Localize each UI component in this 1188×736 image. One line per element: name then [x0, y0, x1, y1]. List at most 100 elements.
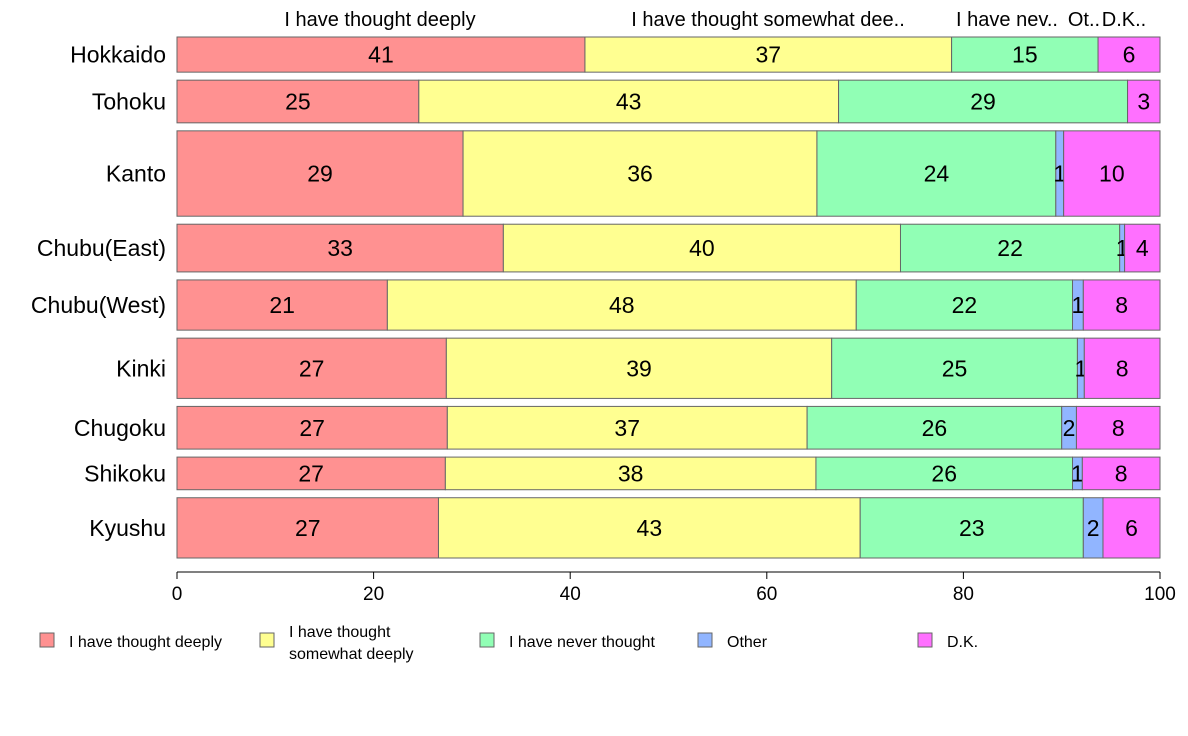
legend-swatch: [259, 632, 275, 648]
bar-data-label: 38: [618, 460, 644, 486]
bar-data-label: 27: [299, 415, 325, 441]
bar-data-label: 43: [637, 515, 663, 541]
legend-swatch: [917, 632, 933, 648]
bar-data-label: 8: [1116, 355, 1129, 381]
bar-data-label: 33: [327, 235, 353, 261]
category-label: Tohoku: [92, 88, 166, 114]
bar-segment: [176, 279, 388, 331]
legend-label: Other: [727, 634, 768, 651]
column-header: D.K..: [1102, 9, 1146, 31]
x-tick-label: 20: [363, 584, 384, 605]
bar-segment: [445, 337, 833, 399]
bar-segment: [838, 79, 1129, 124]
bar-data-label: 10: [1099, 161, 1125, 187]
bar-data-label: 39: [626, 355, 652, 381]
x-tick-label: 40: [560, 584, 581, 605]
legend-label: somewhat deeply: [289, 646, 414, 663]
bar-segment: [855, 279, 1074, 331]
bar-segment: [815, 456, 1074, 491]
legend-swatch: [39, 632, 55, 648]
bar-data-label: 43: [616, 88, 642, 114]
bar-data-label: 48: [609, 292, 635, 318]
bar-segment: [176, 79, 420, 124]
legend-swatch: [479, 632, 495, 648]
bar-data-label: 26: [922, 415, 948, 441]
bar-segment: [176, 130, 464, 217]
bar-segment: [1124, 223, 1161, 273]
bar-segment: [806, 405, 1063, 450]
bar-data-label: 3: [1137, 88, 1150, 114]
bar-data-label: 25: [942, 355, 968, 381]
bar-segment: [1083, 337, 1161, 399]
bar-segment: [176, 36, 586, 73]
bar-segment: [462, 130, 818, 217]
bar-segment: [1063, 130, 1161, 217]
bar-segment: [176, 337, 447, 399]
legend: I have thought deeply I have thought somew…: [39, 624, 978, 663]
bar-segment: [1082, 279, 1161, 331]
category-label: Kinki: [116, 355, 166, 381]
x-tick-label: 100: [1144, 584, 1176, 605]
bar-data-label: 36: [627, 161, 653, 187]
bar-data-label: 37: [755, 42, 781, 68]
bar-segment: [951, 36, 1099, 73]
column-header: I have thought somewhat dee..: [631, 9, 905, 31]
bar-segment: [502, 223, 901, 273]
bar-data-label: 6: [1123, 42, 1136, 68]
bar-segment: [1075, 405, 1161, 450]
bar-data-label: 26: [931, 460, 957, 486]
legend-label: I have never thought: [509, 634, 655, 651]
category-label: Kanto: [106, 161, 166, 187]
bar-segment: [176, 497, 439, 559]
bar-data-label: 8: [1115, 292, 1128, 318]
bar-data-label: 21: [269, 292, 295, 318]
bar-segment: [899, 223, 1121, 273]
bar-segment: [859, 497, 1084, 559]
bar-data-label: 1: [1053, 161, 1066, 187]
bar-data-label: 22: [997, 235, 1023, 261]
bar-data-label: 37: [614, 415, 640, 441]
bar-data-label: 2: [1087, 515, 1100, 541]
bar-data-label: 29: [970, 88, 996, 114]
category-labels: Hokkaido Tohoku Kanto Chubu(East) Chubu(West…: [31, 42, 166, 541]
column-header: I have nev..: [956, 9, 1058, 31]
bar-data-label: 24: [924, 161, 950, 187]
bar-segment: [831, 337, 1078, 399]
legend-swatch: [697, 632, 713, 648]
bar-segment: [1102, 497, 1161, 559]
bar-segment: [1097, 36, 1161, 73]
bar-segment: [176, 223, 504, 273]
column-header: I have thought deeply: [284, 9, 475, 31]
bar-data-label: 4: [1136, 235, 1149, 261]
category-label: Chubu(East): [37, 235, 166, 261]
bar-data-label: 23: [959, 515, 985, 541]
bar-data-label: 1: [1072, 292, 1085, 318]
x-tick-label: 60: [756, 584, 777, 605]
bar-segment: [437, 497, 861, 559]
bar-data-label: 8: [1115, 460, 1128, 486]
bar-data-label: 8: [1112, 415, 1125, 441]
category-label: Kyushu: [89, 515, 166, 541]
legend-label: I have thought: [289, 624, 391, 641]
category-label: Shikoku: [84, 460, 166, 486]
bar-segment: [444, 456, 817, 491]
bar-data-label: 40: [689, 235, 715, 261]
bar-data-label: 2: [1063, 415, 1076, 441]
bar-data-label: 29: [307, 161, 333, 187]
bar-data-label: 1: [1071, 460, 1084, 486]
category-label: Chubu(West): [31, 292, 166, 318]
bar-data-label: 27: [298, 460, 324, 486]
bar-segment: [418, 79, 840, 124]
bar-segment: [1081, 456, 1161, 491]
x-tick-label: 80: [953, 584, 974, 605]
bar-data-label: 15: [1012, 42, 1038, 68]
bar-data-label: 27: [295, 515, 321, 541]
bar-segment: [584, 36, 953, 73]
bar-data-label: 22: [952, 292, 978, 318]
x-tick-label: 0: [172, 584, 183, 605]
bar-data-label: 25: [285, 88, 311, 114]
legend-label: I have thought deeply: [69, 634, 222, 651]
legend-label: D.K.: [947, 634, 978, 651]
